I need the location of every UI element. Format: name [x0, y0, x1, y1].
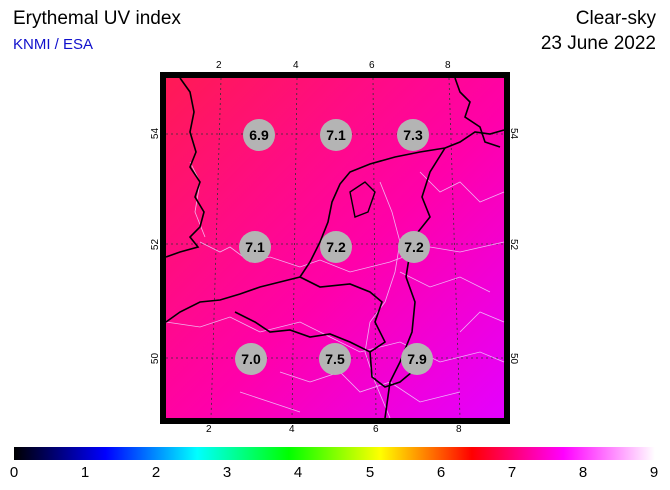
colorbar-label-2: 2: [151, 464, 161, 481]
bottom-tick-8: 8: [456, 424, 462, 435]
uv-value-marker: 7.3: [397, 119, 429, 151]
uv-value-marker: 7.2: [320, 231, 352, 263]
colorbar-label-6: 6: [436, 464, 446, 481]
sky-condition: Clear-sky: [575, 8, 656, 29]
right-tick-50: 50: [508, 352, 520, 365]
right-tick-54: 54: [508, 127, 520, 140]
map-title: Erythemal UV index: [13, 8, 181, 29]
colorbar-label-3: 3: [222, 464, 232, 481]
colorbar-label-0: 0: [9, 464, 19, 481]
colorbar-label-9: 9: [649, 464, 659, 481]
bottom-tick-6: 6: [373, 424, 379, 435]
coastlines: [165, 77, 505, 419]
top-tick-6: 6: [369, 60, 375, 71]
colorbar-label-8: 8: [578, 464, 588, 481]
uv-value-marker: 7.2: [398, 231, 430, 263]
graticule: [166, 77, 504, 419]
colorbar-label-7: 7: [507, 464, 517, 481]
credit-label: KNMI / ESA: [13, 36, 94, 53]
uv-colorbar: [14, 447, 655, 460]
colorbar-label-4: 4: [293, 464, 303, 481]
ijsselmeer: [349, 181, 376, 218]
right-tick-52: 52: [508, 238, 520, 251]
colorbar-label-1: 1: [80, 464, 90, 481]
top-tick-4: 4: [293, 60, 299, 71]
colorbar-label-5: 5: [365, 464, 375, 481]
uv-value-marker: 7.5: [319, 343, 351, 375]
uv-value-marker: 6.9: [243, 119, 275, 151]
top-tick-8: 8: [445, 60, 451, 71]
uv-value-marker: 7.0: [235, 343, 267, 375]
uv-value-marker: 7.9: [401, 343, 433, 375]
bottom-tick-4: 4: [289, 424, 295, 435]
top-tick-2: 2: [216, 60, 222, 71]
left-tick-50: 50: [150, 352, 162, 365]
left-tick-54: 54: [150, 127, 162, 140]
bottom-tick-2: 2: [206, 424, 212, 435]
left-tick-52: 52: [150, 238, 162, 251]
map-date: 23 June 2022: [540, 33, 656, 54]
uv-value-marker: 7.1: [320, 119, 352, 151]
uv-value-marker: 7.1: [239, 231, 271, 263]
